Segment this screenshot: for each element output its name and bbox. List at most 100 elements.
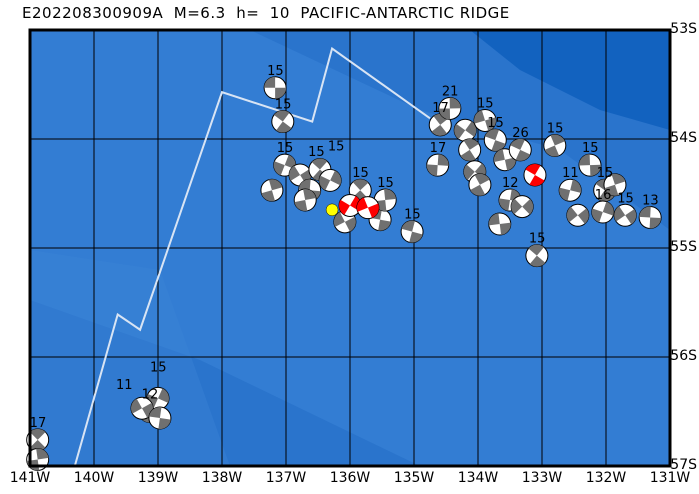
depth-label: 17	[30, 416, 47, 431]
beachball	[543, 134, 567, 158]
beachball	[525, 244, 549, 268]
longitude-label: 131W	[649, 470, 691, 486]
beachball	[488, 212, 512, 236]
beachball-compression	[515, 149, 531, 161]
beachball	[318, 168, 342, 192]
depth-label: 15	[277, 141, 294, 156]
depth-label: 15	[352, 166, 369, 181]
depth-label: 15	[529, 232, 546, 247]
beachball-compression	[511, 198, 523, 215]
depth-label: 15	[150, 360, 167, 375]
depth-label: 15	[404, 208, 421, 223]
beachball-compression	[484, 129, 500, 141]
beachball-compression	[566, 206, 578, 223]
beachball-compression	[289, 165, 301, 181]
latitude-label: 54S	[670, 130, 697, 146]
longitude-label: 141W	[9, 470, 51, 486]
beachball-compression	[550, 134, 565, 146]
map-frame	[28, 28, 672, 468]
depth-label: 12	[142, 388, 159, 403]
beachball-compression	[344, 216, 356, 232]
beachball-compression	[598, 190, 614, 202]
depth-label: 15	[617, 191, 634, 206]
beachball-compression	[465, 121, 477, 137]
latitude-label: 53S	[670, 21, 697, 37]
beachball	[523, 163, 547, 187]
beachball-compression	[36, 448, 49, 460]
beachball-compression	[525, 163, 541, 175]
beachball	[453, 118, 477, 142]
depth-label: 15	[547, 122, 564, 137]
depth-label: 17	[432, 101, 449, 116]
beachball-compression	[544, 145, 560, 157]
beachball-compression	[611, 173, 626, 185]
beachball	[510, 195, 534, 219]
beachball	[148, 406, 172, 430]
beachball-compression	[298, 179, 311, 191]
beachball-compression	[426, 164, 438, 177]
beachball-compression	[493, 148, 505, 162]
beachball-compression	[463, 138, 479, 150]
beachball-compression	[449, 97, 461, 109]
beachball-compression	[275, 87, 287, 99]
latitude-label: 55S	[670, 239, 697, 255]
depth-label: 15	[275, 98, 292, 113]
beachball	[473, 108, 497, 132]
beachball-compression	[474, 173, 490, 185]
beachball-compression	[276, 121, 292, 133]
beachball-compression	[529, 174, 545, 186]
beachball-compression	[559, 187, 571, 201]
beachball	[558, 178, 582, 202]
beachball-compression	[149, 407, 162, 419]
beachball	[603, 173, 627, 197]
depth-label: 12	[502, 176, 519, 191]
beachball-compression	[339, 199, 350, 215]
beachball-compression	[330, 170, 342, 186]
beachball-compression	[625, 209, 637, 225]
latitude-label: 56S	[670, 348, 697, 364]
depth-label: 15	[328, 140, 345, 155]
beachball-compression	[510, 138, 525, 150]
beachball-compression	[504, 157, 516, 171]
beachball-compression	[384, 189, 397, 201]
beachball	[591, 200, 615, 224]
beachball-compression	[158, 388, 170, 403]
longitude-label: 136W	[329, 470, 371, 486]
beachball	[263, 76, 287, 100]
depth-label: 16	[595, 188, 612, 203]
depth-label: 15	[477, 96, 494, 111]
beachball-compression	[261, 190, 275, 202]
beachball	[26, 428, 50, 452]
beachball-compression	[579, 154, 590, 166]
beachball	[428, 113, 452, 137]
beachball-compression	[273, 161, 285, 176]
beachball-compression	[474, 109, 486, 124]
longitude-label: 134W	[457, 470, 499, 486]
beachball-compression	[29, 428, 46, 440]
beachball-compression	[438, 108, 451, 120]
beachball-compression	[284, 154, 296, 170]
plate-boundary	[73, 46, 431, 467]
longitude-label: 139W	[137, 470, 179, 486]
beachball-compression	[294, 200, 308, 212]
bathymetry-deep	[470, 30, 670, 130]
beachball-compression	[529, 255, 546, 267]
beachball	[426, 153, 450, 177]
longitude-label: 137W	[265, 470, 307, 486]
beachball-compression	[591, 208, 603, 223]
beachball-compression	[311, 158, 328, 170]
beachball	[400, 220, 424, 244]
longitude-label: 135W	[393, 470, 435, 486]
beachball-compression	[649, 217, 662, 229]
beachball-compression	[356, 197, 368, 212]
depth-label: 15	[487, 116, 504, 131]
beachball-compression	[367, 203, 379, 218]
beachball-compression	[319, 175, 331, 191]
depth-label: 15	[308, 145, 325, 160]
beachball-compression	[352, 179, 369, 191]
beachball	[438, 96, 462, 120]
beachball-compression	[431, 124, 448, 136]
map-title: E202208300909A M=6.3 h= 10 PACIFIC-ANTAR…	[22, 4, 510, 22]
beachball-compression	[570, 179, 582, 193]
